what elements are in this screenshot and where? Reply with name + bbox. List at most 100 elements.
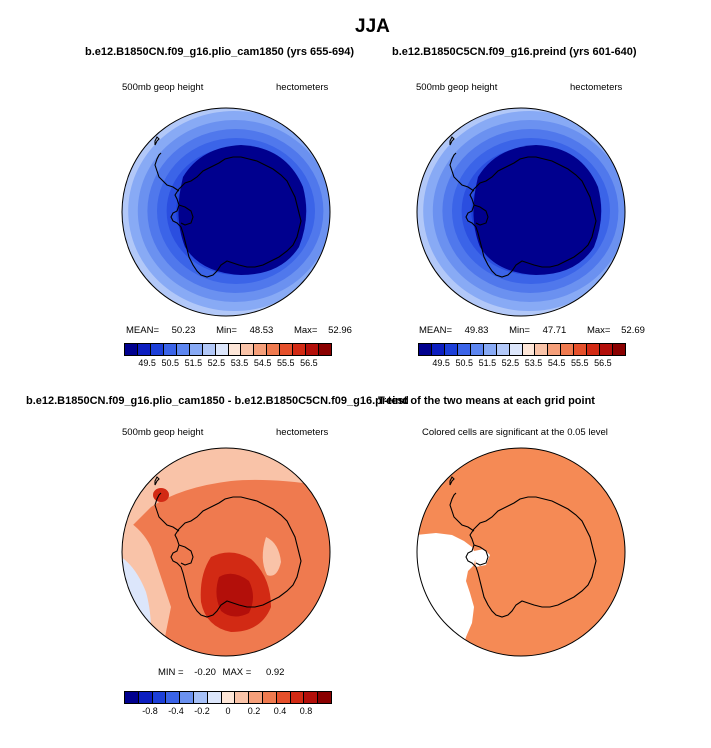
colorbar-panel3-tick-label: 0.2 xyxy=(247,706,261,716)
colorbar-panel3-swatch-0 xyxy=(125,692,139,703)
colorbar-panel1-swatch-1 xyxy=(137,344,151,355)
panel1-mean: 50.23 xyxy=(171,325,196,336)
panel3-light-east xyxy=(262,537,281,576)
colorbar-panel1-tick-label: 56.5 xyxy=(300,358,318,368)
colorbar-panel3-swatch-6 xyxy=(207,692,222,703)
colorbar-panel2-swatch-9 xyxy=(535,344,549,355)
colorbar-panel1-swatch-3 xyxy=(163,344,177,355)
panel1-max: 52.96 xyxy=(328,325,352,336)
colorbar-panel3-swatch-12 xyxy=(290,692,305,703)
colorbar-panel3-tick-label: -0.8 xyxy=(142,706,158,716)
panel3-title: b.e12.B1850CN.f09_g16.plio_cam1850 - b.e… xyxy=(26,395,409,407)
panel3-max-label: MAX = xyxy=(222,667,252,678)
panel3-map xyxy=(121,447,331,657)
panel2-coastline xyxy=(449,136,597,278)
panel2-antarctica-outline xyxy=(465,156,597,278)
colorbar-panel1-swatch-2 xyxy=(150,344,164,355)
panel1-contours xyxy=(122,108,330,316)
panel1-right-label: hectometers xyxy=(276,82,329,93)
colorbar-panel3-tick-label: -0.2 xyxy=(194,706,210,716)
colorbar-panel2-swatch-14 xyxy=(600,344,614,355)
colorbar-panel3-swatch-13 xyxy=(304,692,319,703)
panel3-stats: MIN = -0.20 MAX = 0.92 xyxy=(158,667,284,678)
panel2-ice-shelf-outline xyxy=(473,204,489,226)
colorbar-panel2-swatch-15 xyxy=(613,344,625,355)
colorbar-panel1-swatch-8 xyxy=(228,344,242,355)
colorbar-panel2-tick-label: 54.5 xyxy=(547,358,566,368)
colorbar-panel3-swatch-1 xyxy=(138,692,153,703)
panel1-peninsula-outline xyxy=(154,152,180,192)
panel4-map-border xyxy=(416,447,626,657)
panel1-stats: MEAN= 50.23 Min= 48.53 Max= 52.96 xyxy=(126,325,352,336)
colorbar-panel2-swatch-10 xyxy=(548,344,562,355)
colorbar-panel1 xyxy=(124,343,332,356)
panel2-title: b.e12.B1850C5CN.f09_g16.preind (yrs 601-… xyxy=(392,46,637,58)
panel4-antarctica-outline xyxy=(465,496,597,618)
colorbar-panel2-swatch-7 xyxy=(509,344,523,355)
colorbar-panel1-swatch-7 xyxy=(215,344,229,355)
panel4-coastline xyxy=(449,476,597,618)
colorbar-panel2-swatch-5 xyxy=(483,344,497,355)
panel2-map-border xyxy=(416,107,626,317)
colorbar-panel2-tick-label: 56.5 xyxy=(594,358,612,368)
panel4-island-outline xyxy=(449,476,455,486)
colorbar-panel2-tick-label: 53.5 xyxy=(524,358,543,368)
colorbar-panel3-swatch-10 xyxy=(262,692,277,703)
figure-title: JJA xyxy=(355,16,390,37)
panel3-min-label: MIN = xyxy=(158,667,184,678)
colorbar-panel3-tick-label: 0 xyxy=(225,706,231,716)
colorbar-panel1-tick-label: 54.5 xyxy=(253,358,272,368)
colorbar-panel2-swatch-11 xyxy=(561,344,575,355)
colorbar-panel1-swatch-6 xyxy=(202,344,216,355)
panel1-min-label: Min= xyxy=(216,325,237,336)
panel1-map xyxy=(121,107,331,317)
panel4-map xyxy=(416,447,626,657)
panel4-title: T-test of the two means at each grid poi… xyxy=(378,395,595,407)
panel3-left-label: 500mb geop height xyxy=(122,427,204,438)
colorbar-panel2-swatch-0 xyxy=(419,344,432,355)
panel1-coastline xyxy=(154,136,302,278)
panel1-map-border xyxy=(121,107,331,317)
colorbar-panel3-tick-label: -0.4 xyxy=(168,706,184,716)
colorbar-panel3-swatch-11 xyxy=(276,692,291,703)
colorbar-panel3 xyxy=(124,691,332,704)
panel2-left-label: 500mb geop height xyxy=(416,82,498,93)
panel2-island-outline xyxy=(449,136,455,146)
panel2-min: 47.71 xyxy=(542,325,567,336)
colorbar-panel2-tick-label: 50.5 xyxy=(455,358,473,368)
panel2-core-low xyxy=(473,145,602,275)
panel2-max: 52.69 xyxy=(621,325,645,336)
panel3-peninsula-outline xyxy=(154,492,180,532)
colorbar-panel2-swatch-12 xyxy=(574,344,588,355)
colorbar-panel1-swatch-14 xyxy=(306,344,320,355)
panel1-mean-label: MEAN= xyxy=(126,325,159,336)
panel1-antarctica-outline xyxy=(170,156,302,278)
panel1-left-label: 500mb geop height xyxy=(122,82,204,93)
colorbar-panel2-swatch-2 xyxy=(444,344,458,355)
panel2-mean: 49.83 xyxy=(464,325,489,336)
colorbar-panel2 xyxy=(418,343,626,356)
colorbar-panel3-swatch-5 xyxy=(193,692,208,703)
panel3-ice-shelf-outline xyxy=(178,544,194,566)
colorbar-panel3-tick-label: 0.8 xyxy=(299,706,313,716)
panel2-stats: MEAN= 49.83 Min= 47.71 Max= 52.69 xyxy=(419,325,645,336)
panel3-contours xyxy=(122,448,330,656)
panel3-min: -0.20 xyxy=(194,667,216,678)
panel2-peninsula-outline xyxy=(449,152,475,192)
colorbar-panel2-swatch-6 xyxy=(496,344,510,355)
panel3-darker-center xyxy=(216,573,253,617)
colorbar-panel3-swatch-14 xyxy=(318,692,331,703)
colorbar-panel3-swatch-9 xyxy=(249,692,263,703)
colorbar-panel2-swatch-4 xyxy=(470,344,484,355)
colorbar-panel1-tick-label: 55.5 xyxy=(277,358,295,368)
colorbar-panel1-swatch-15 xyxy=(319,344,331,355)
panel2-min-label: Min= xyxy=(509,325,530,336)
panel1-core-low xyxy=(178,145,307,275)
panel3-antarctica-outline xyxy=(170,496,302,618)
colorbar-panel1-tick-label: 52.5 xyxy=(207,358,226,368)
panel1-title: b.e12.B1850CN.f09_g16.plio_cam1850 (yrs … xyxy=(85,46,355,58)
panel3-max: 0.92 xyxy=(265,667,285,678)
colorbar-panel2-swatch-3 xyxy=(457,344,471,355)
colorbar-panel1-tick-label: 51.5 xyxy=(184,358,203,368)
panel2-mean-label: MEAN= xyxy=(419,325,452,336)
